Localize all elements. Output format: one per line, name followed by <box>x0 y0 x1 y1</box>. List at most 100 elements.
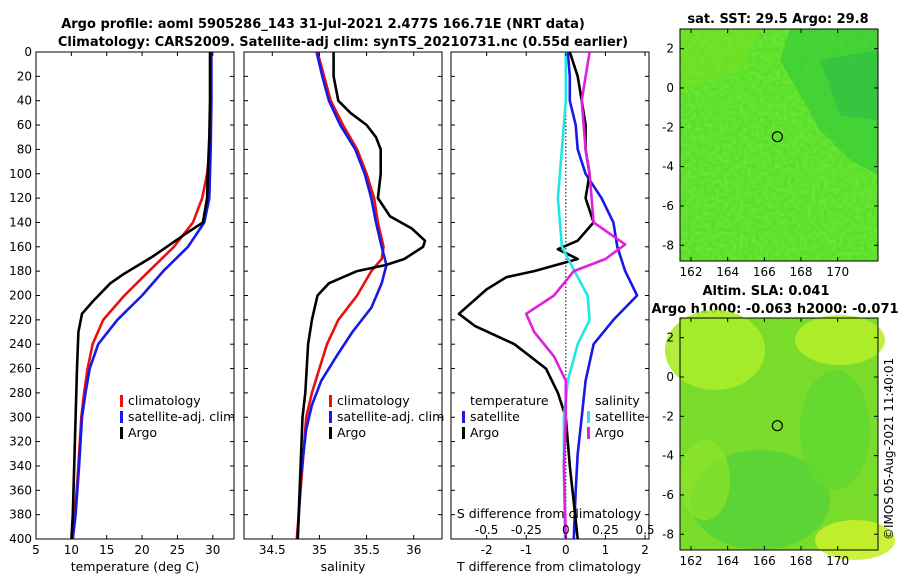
legend-t-argo: Argo <box>470 425 499 440</box>
salinity-line-climatology <box>295 52 385 539</box>
map-x-tick-label: 164 <box>716 265 739 279</box>
x-tick-label: 15 <box>99 543 114 557</box>
map-y-tick-label: 2 <box>666 42 674 56</box>
sla-high-region <box>665 310 765 390</box>
difference-line-satellite <box>556 52 591 539</box>
legend-swatch-s-argo <box>587 427 590 439</box>
y-tick-label: 360 <box>9 483 32 497</box>
map-y-tick-label: 2 <box>666 331 674 345</box>
y-tick-label: 220 <box>9 313 32 327</box>
s-diff-tick-label: 0 <box>562 523 570 537</box>
map-x-tick-label: 168 <box>790 554 813 568</box>
sla-argo-location-marker <box>771 420 783 432</box>
y-tick-label: 140 <box>9 215 32 229</box>
x-tick-label: -1 <box>520 543 532 557</box>
x-tick-label: 10 <box>64 543 79 557</box>
s-diff-tick-label: -0.5 <box>475 523 498 537</box>
legend-climatology: climatology <box>337 393 410 408</box>
figure-title-line2: Climatology: CARS2009. Satellite-adj cli… <box>58 35 628 50</box>
salinity-xlabel: salinity <box>321 559 366 574</box>
map-y-tick-label: -4 <box>662 449 674 463</box>
y-tick-label: 340 <box>9 459 32 473</box>
map-y-tick-label: 0 <box>666 81 674 95</box>
y-tick-label: 20 <box>17 69 32 83</box>
map-y-tick-label: -4 <box>662 160 674 174</box>
legend-climatology: climatology <box>128 393 201 408</box>
sst-argo-location-marker <box>771 131 783 143</box>
figure-title-line1: Argo profile: aoml 5905286_143 31-Jul-20… <box>61 17 585 32</box>
y-tick-label: 280 <box>9 386 32 400</box>
y-tick-label: 160 <box>9 240 32 254</box>
difference-series <box>457 52 639 539</box>
map-x-tick-label: 170 <box>826 554 849 568</box>
x-tick-label: 20 <box>134 543 149 557</box>
map-x-tick-label: 164 <box>716 554 739 568</box>
x-tick-label: 30 <box>205 543 220 557</box>
map-y-tick-label: -8 <box>662 527 674 541</box>
map-x-tick-label: 166 <box>753 265 776 279</box>
y-tick-label: 320 <box>9 435 32 449</box>
map-y-tick-label: -6 <box>662 488 674 502</box>
sst-map: 162 164 166 168 170 2 0 -2 -4 -6 -8 <box>662 28 879 279</box>
s-diff-tick-label: -0.25 <box>511 523 542 537</box>
x-tick-label: 2 <box>641 543 649 557</box>
y-tick-label: 100 <box>9 167 32 181</box>
legend-swatch-t-argo <box>462 427 465 439</box>
y-tick-label: 40 <box>17 94 32 108</box>
legend-satellite: satellite-adj. clim <box>337 409 444 424</box>
s-difference-axis-label: S difference from climatology <box>457 506 642 521</box>
legend-swatch-s-satellite <box>587 411 590 423</box>
map-x-tick-label: 170 <box>826 265 849 279</box>
s-diff-tick-label: 0.25 <box>592 523 619 537</box>
temperature-xlabel: temperature (deg C) <box>71 559 200 574</box>
x-tick-label: 25 <box>170 543 185 557</box>
sst-cool-core <box>820 50 878 120</box>
difference-xlabel: T difference from climatology <box>456 559 642 574</box>
x-tick-label: 34.5 <box>259 543 286 557</box>
x-tick-label: 5 <box>32 543 40 557</box>
sla-map: 162 164 166 168 170 2 0 -2 -4 -6 -8 <box>662 310 895 568</box>
y-tick-label: 80 <box>17 142 32 156</box>
temperature-line-satellite-adj--clim <box>71 52 213 539</box>
legend-swatch-climatology <box>329 395 332 407</box>
map-y-tick-label: -6 <box>662 199 674 213</box>
y-tick-label: 120 <box>9 191 32 205</box>
x-tick-label: 1 <box>602 543 610 557</box>
axis-ticks: 5 10 15 20 25 3002040608010012014016018020022… <box>9 45 654 557</box>
y-tick-label: 240 <box>9 337 32 351</box>
map-y-tick-label: -2 <box>662 409 674 423</box>
legend-swatch-satellite <box>120 411 123 423</box>
salinity-series <box>295 52 427 539</box>
salinity-legend: climatology satellite-adj. clim Argo <box>329 393 444 440</box>
x-tick-label: -2 <box>481 543 493 557</box>
sla-map-subtitle: Argo h1000: -0.063 h2000: -0.071 <box>651 302 898 317</box>
salinity-panel <box>243 51 443 540</box>
sst-map-ticks: 162 164 166 168 170 2 0 -2 -4 -6 -8 <box>662 29 878 279</box>
legend-temperature-heading: temperature <box>470 393 549 408</box>
legend-salinity-heading: salinity <box>595 393 640 408</box>
x-tick-label: 36 <box>406 543 421 557</box>
difference-legend: temperature satellite Argo salinity sate… <box>462 393 645 440</box>
sst-warm-region <box>680 29 760 90</box>
legend-t-satellite: satellite <box>470 409 520 424</box>
y-tick-label: 0 <box>24 45 32 59</box>
x-tick-label: 35.5 <box>353 543 380 557</box>
x-tick-label: 0 <box>562 543 570 557</box>
map-y-tick-label: -8 <box>662 238 674 252</box>
y-tick-label: 60 <box>17 118 32 132</box>
legend-swatch-t-satellite <box>462 411 465 423</box>
temperature-line-argo <box>70 52 212 539</box>
sla-map-ticks: 162 164 166 168 170 2 0 -2 -4 -6 -8 <box>662 318 878 568</box>
difference-line-argo <box>524 52 627 539</box>
sla-high-region <box>795 315 885 365</box>
map-x-tick-label: 166 <box>753 554 776 568</box>
difference-line-satellite <box>566 52 639 539</box>
y-tick-label: 400 <box>9 532 32 546</box>
credit-timestamp: ©IMOS 05-Aug-2021 11:40:01 <box>882 358 896 540</box>
sla-low-region <box>800 370 870 490</box>
y-tick-label: 180 <box>9 264 32 278</box>
y-tick-label: 200 <box>9 289 32 303</box>
temperature-panel <box>35 51 235 540</box>
legend-satellite: satellite-adj. clim <box>128 409 235 424</box>
